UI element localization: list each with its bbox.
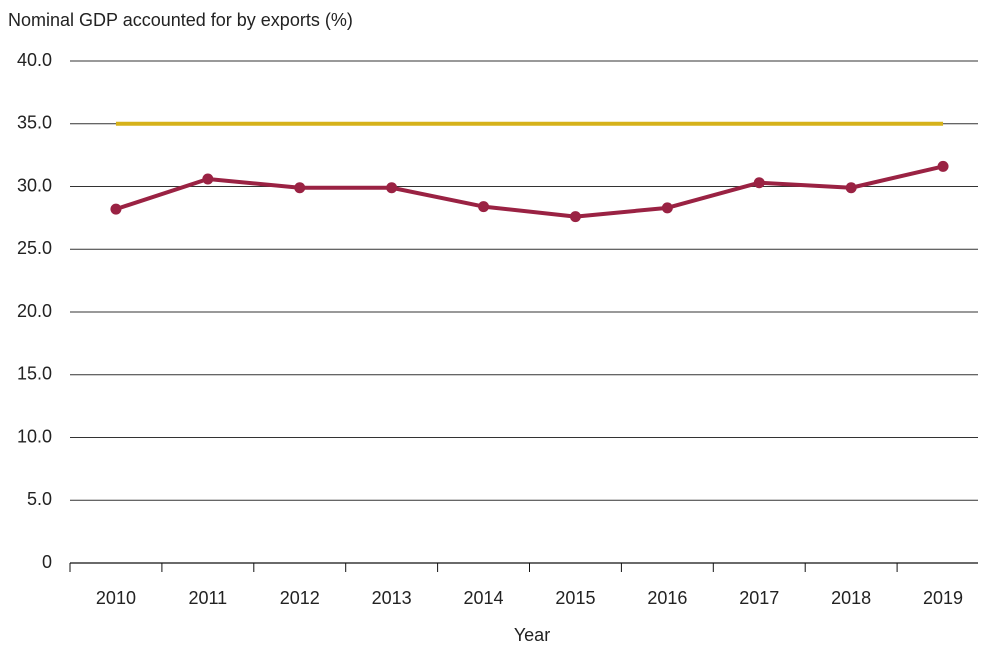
point <box>202 173 214 185</box>
y-tick-label: 10.0 <box>17 426 52 446</box>
y-tick-label: 15.0 <box>17 364 52 384</box>
x-tick-label: 2014 <box>464 588 504 608</box>
point <box>478 201 490 213</box>
x-tick-label: 2018 <box>831 588 871 608</box>
point <box>569 211 581 223</box>
y-tick-label: 30.0 <box>17 175 52 195</box>
y-tick-label: 5.0 <box>27 489 52 509</box>
y-tick-label: 40.0 <box>17 50 52 70</box>
x-tick-label: 2016 <box>647 588 687 608</box>
point <box>386 182 398 194</box>
chart-title: Nominal GDP accounted for by exports (%) <box>8 10 353 30</box>
y-tick-label: 0 <box>42 552 52 572</box>
point <box>294 182 306 194</box>
point <box>937 160 949 172</box>
y-tick-label: 25.0 <box>17 238 52 258</box>
x-tick-label: 2017 <box>739 588 779 608</box>
x-tick-label: 2019 <box>923 588 963 608</box>
x-axis-label: Year <box>514 625 550 645</box>
point <box>845 182 857 194</box>
point <box>753 177 765 189</box>
x-tick-label: 2011 <box>188 588 227 608</box>
y-tick-label: 20.0 <box>17 301 52 321</box>
x-tick-label: 2013 <box>372 588 412 608</box>
series-line <box>115 164 944 219</box>
x-tick-label: 2012 <box>280 588 320 608</box>
y-tick-label: 35.0 <box>17 113 52 133</box>
x-tick-label: 2015 <box>555 588 595 608</box>
x-tick-label: 2010 <box>96 588 136 608</box>
point <box>110 203 122 215</box>
point <box>661 202 673 214</box>
